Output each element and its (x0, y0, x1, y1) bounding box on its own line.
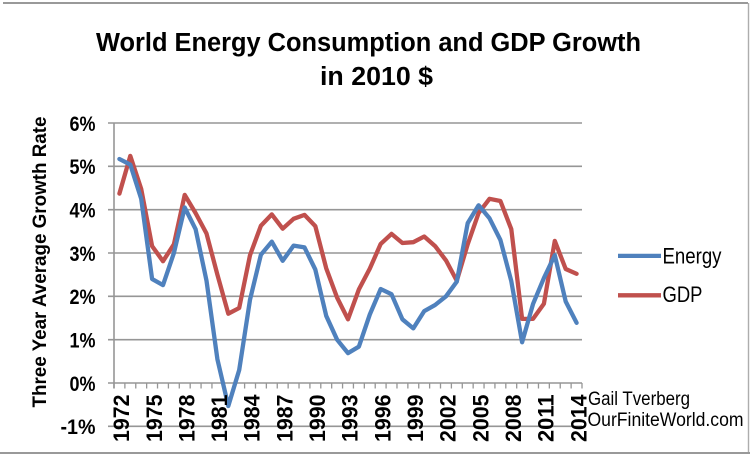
svg-text:1972: 1972 (109, 395, 134, 443)
svg-text:1990: 1990 (305, 395, 330, 443)
svg-text:1987: 1987 (272, 395, 297, 443)
svg-text:2011: 2011 (534, 395, 559, 443)
svg-text:3%: 3% (70, 242, 96, 266)
svg-text:2005: 2005 (468, 395, 493, 443)
svg-text:5%: 5% (70, 155, 96, 179)
svg-text:World Energy Consumption and G: World Energy Consumption and GDP Growth (96, 29, 641, 57)
svg-text:2002: 2002 (436, 395, 461, 443)
svg-text:in 2010 $: in 2010 $ (320, 63, 433, 91)
svg-text:1978: 1978 (174, 395, 199, 443)
svg-text:1993: 1993 (338, 395, 363, 443)
svg-text:1984: 1984 (240, 394, 265, 442)
svg-text:1975: 1975 (142, 395, 167, 443)
svg-text:-1%: -1% (61, 415, 96, 439)
svg-text:2%: 2% (70, 285, 96, 309)
svg-text:1999: 1999 (403, 395, 428, 443)
svg-text:Gail Tverberg: Gail Tverberg (588, 389, 690, 410)
svg-text:2008: 2008 (501, 395, 526, 443)
svg-text:OurFiniteWorld.com: OurFiniteWorld.com (588, 410, 744, 431)
svg-text:1981: 1981 (207, 395, 232, 443)
svg-text:6%: 6% (70, 112, 96, 136)
svg-text:1%: 1% (70, 329, 96, 353)
svg-text:Three Year Average Growth Rate: Three Year Average Growth Rate (30, 117, 51, 408)
svg-text:GDP: GDP (663, 282, 703, 307)
svg-text:0%: 0% (70, 372, 96, 396)
svg-text:1996: 1996 (370, 395, 395, 443)
svg-text:2014: 2014 (566, 394, 591, 442)
svg-text:4%: 4% (70, 199, 96, 223)
svg-text:Energy: Energy (663, 244, 722, 269)
